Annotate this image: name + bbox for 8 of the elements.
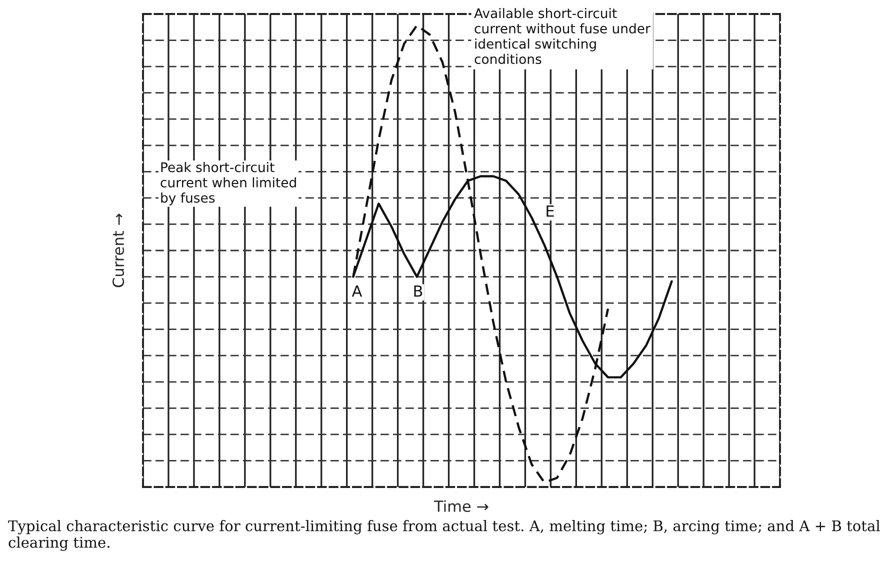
annotation: A	[352, 285, 362, 297]
x-axis-title: Time →	[434, 500, 488, 512]
annotation: Peak short-circuit current when limited by fuses	[160, 162, 296, 206]
text: Typical characteristic curve for current-limiting fuse from actual test. A, melting time; B, arcing time; and A + B total clearing time.	[8, 520, 880, 551]
annotation: B	[414, 285, 422, 297]
annotation: E	[546, 205, 554, 217]
y-axis-title: Current →	[112, 214, 124, 288]
annotation: Available short-circuit current without fuse under identical switching conditions	[474, 8, 650, 64]
